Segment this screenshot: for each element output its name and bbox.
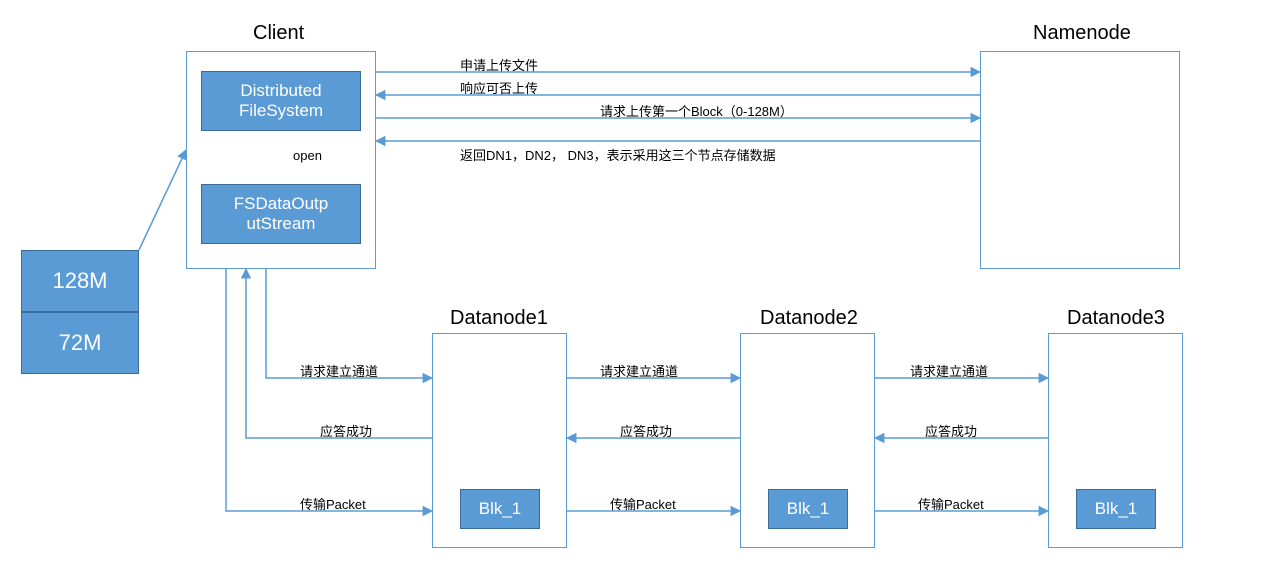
block-size-72m: 72M <box>21 312 139 374</box>
edge-label-2: 申请上传文件 <box>460 55 538 74</box>
edge-9 <box>246 269 432 438</box>
edge-label-4: 请求上传第一个Block（0-128M） <box>600 101 793 120</box>
edge-label-3: 响应可否上传 <box>460 78 538 97</box>
edge-label-14: 传输Packet <box>918 494 984 513</box>
edge-label-7: 请求建立通道 <box>600 361 678 380</box>
blk1-dn2: Blk_1 <box>768 489 848 529</box>
edge-label-0: open <box>293 148 322 163</box>
block-size-128m: 128M <box>21 250 139 312</box>
title-datanode1: Datanode1 <box>450 307 548 330</box>
title-client: Client <box>253 22 304 45</box>
fsdataoutputstream-node: FSDataOutputStream <box>201 184 361 244</box>
distributed-filesystem-node: DistributedFileSystem <box>201 71 361 131</box>
edge-12 <box>226 269 432 511</box>
blk1-dn1: Blk_1 <box>460 489 540 529</box>
title-namenode: Namenode <box>1033 22 1131 45</box>
edge-label-11: 应答成功 <box>925 421 977 440</box>
edge-1 <box>139 150 186 250</box>
edge-label-9: 应答成功 <box>320 421 372 440</box>
edge-label-8: 请求建立通道 <box>910 361 988 380</box>
edge-label-5: 返回DN1，DN2， DN3，表示采用这三个节点存储数据 <box>460 145 776 164</box>
edge-label-6: 请求建立通道 <box>300 361 378 380</box>
title-datanode2: Datanode2 <box>760 307 858 330</box>
edge-label-10: 应答成功 <box>620 421 672 440</box>
edge-label-13: 传输Packet <box>610 494 676 513</box>
namenode-container <box>980 51 1180 269</box>
title-datanode3: Datanode3 <box>1067 307 1165 330</box>
edge-label-12: 传输Packet <box>300 494 366 513</box>
blk1-dn3: Blk_1 <box>1076 489 1156 529</box>
